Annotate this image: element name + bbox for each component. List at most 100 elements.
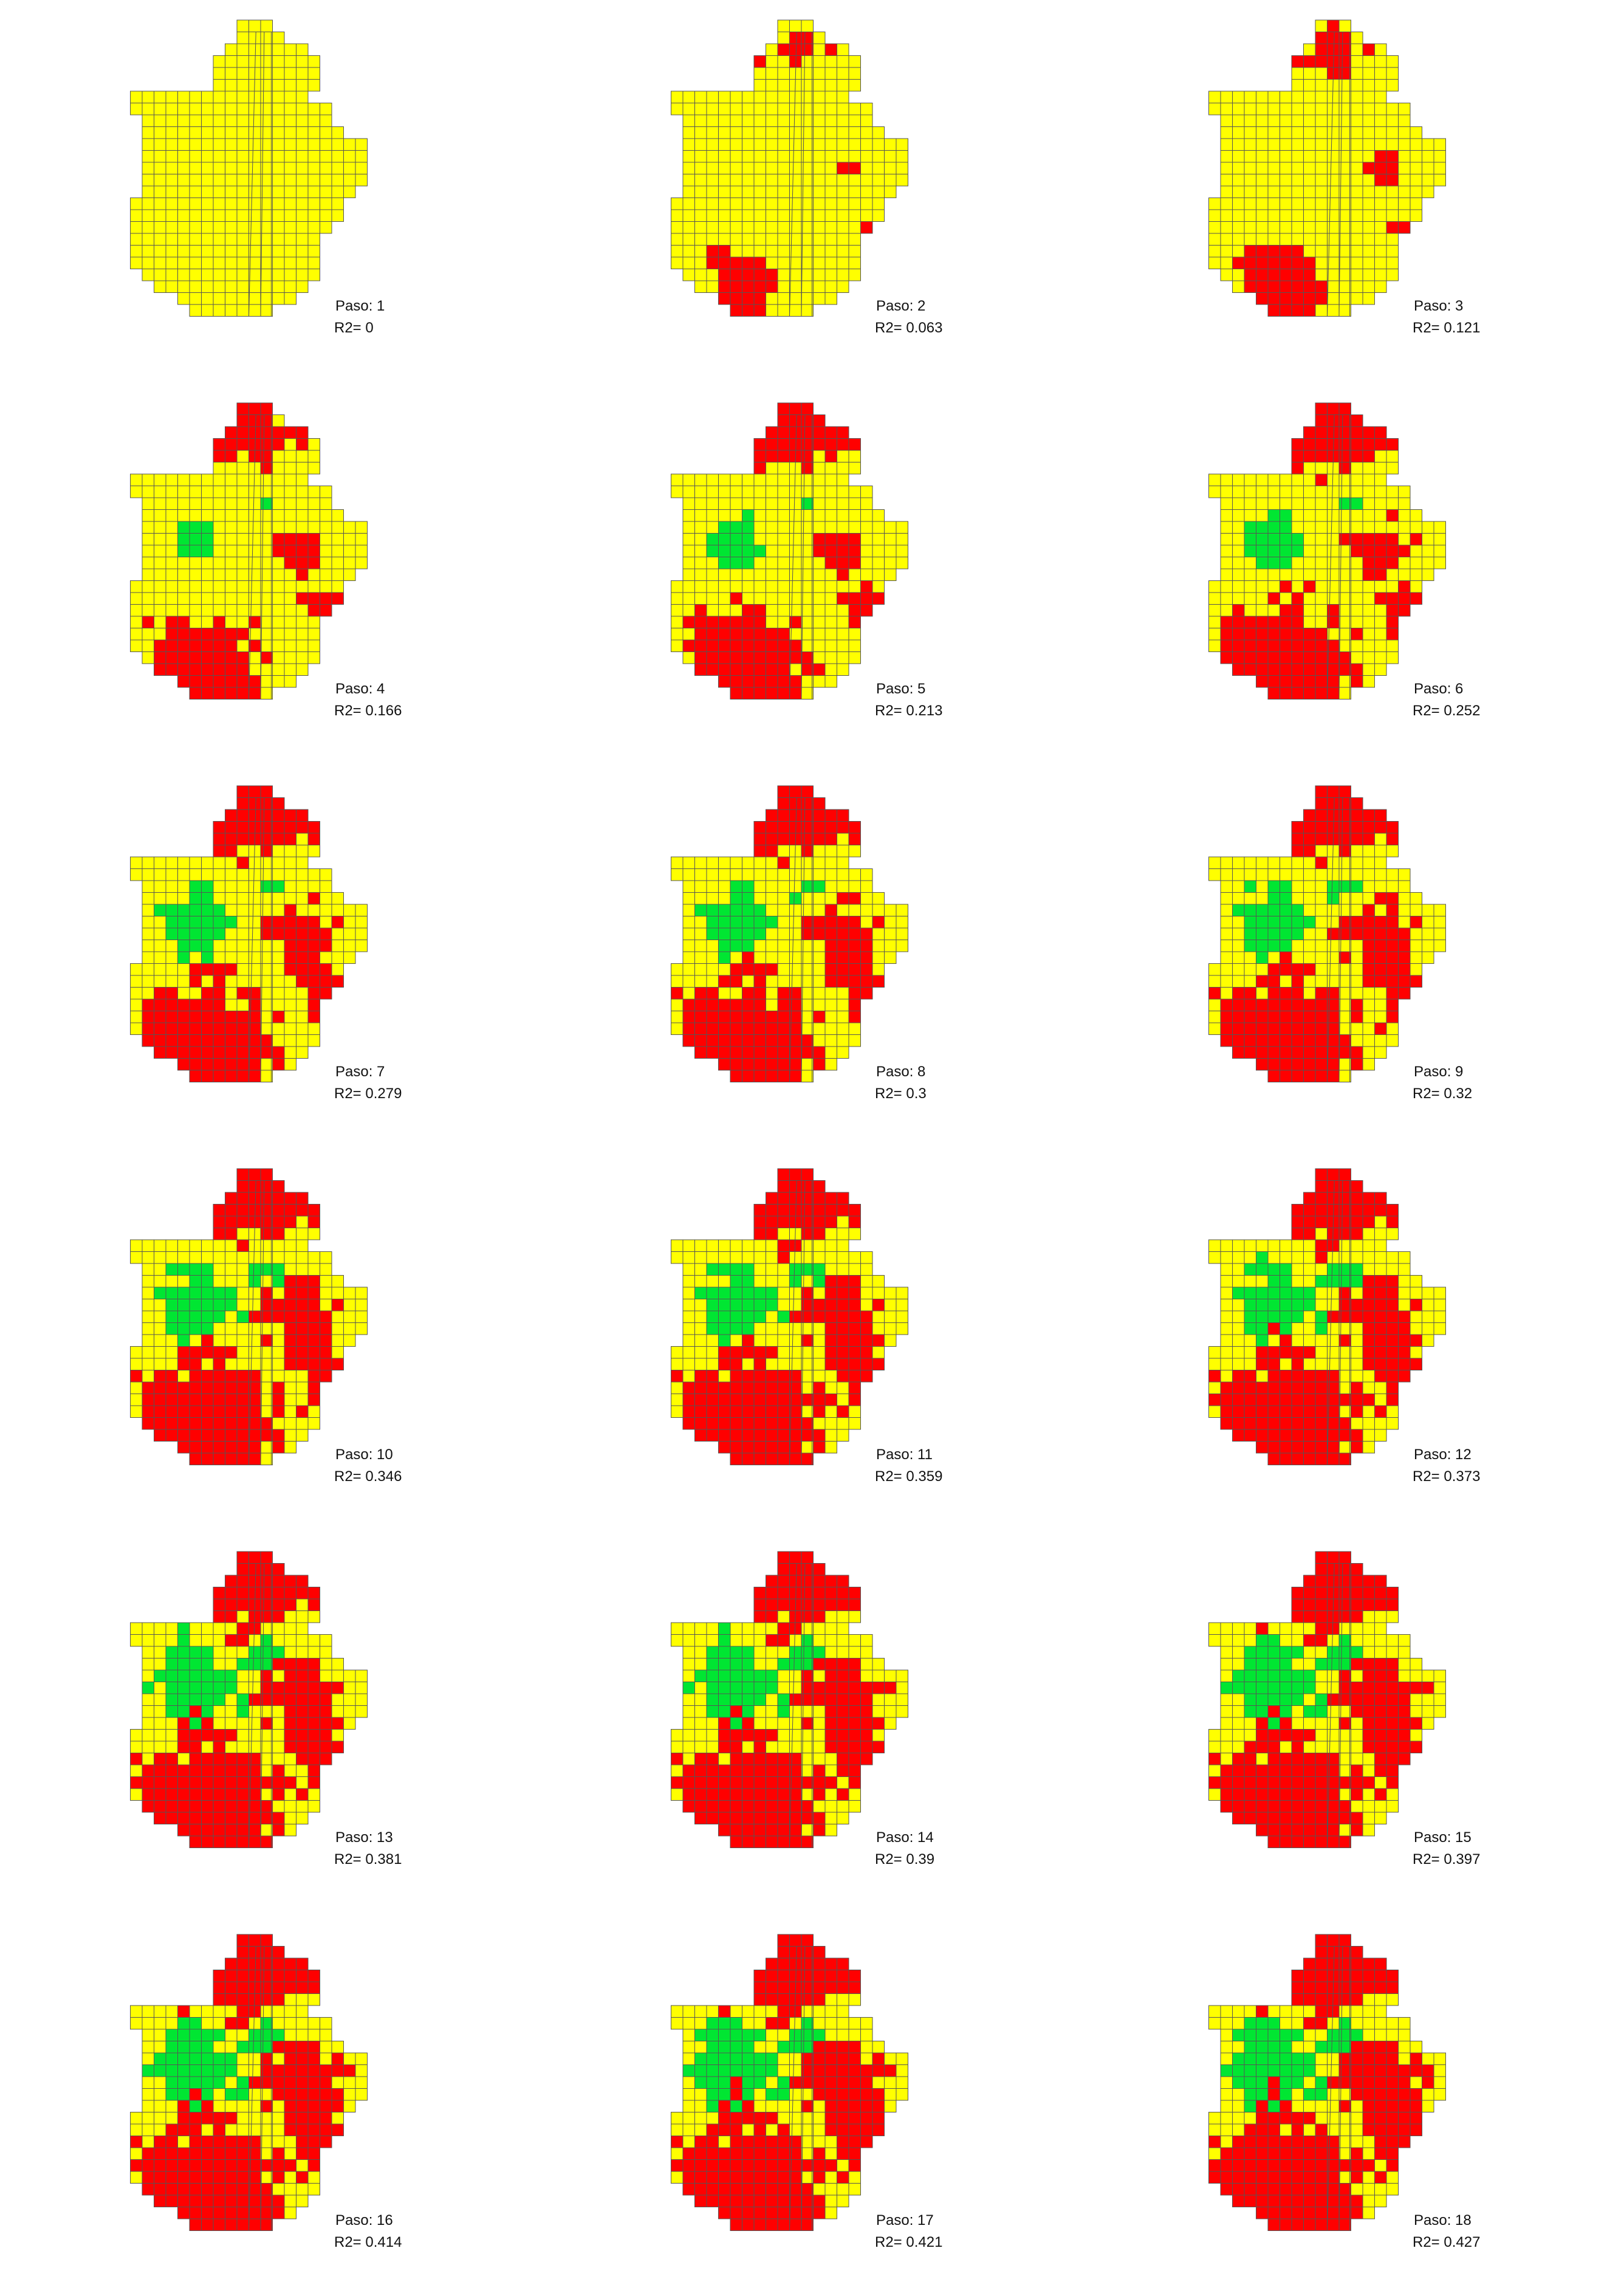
grid-cell-neutral <box>225 1623 238 1635</box>
grid-cell-positive <box>849 1777 861 1789</box>
grid-cell-neutral <box>814 1801 826 1813</box>
grid-cell-neutral <box>766 246 778 258</box>
grid-cell-positive <box>790 1311 802 1323</box>
grid-cell-positive <box>1315 1453 1328 1465</box>
grid-cell-neutral <box>249 545 261 557</box>
grid-cell-positive <box>237 1575 249 1587</box>
grid-cell-positive <box>178 640 190 652</box>
grid-cell-neutral <box>766 928 778 940</box>
grid-cell-neutral <box>778 115 790 127</box>
grid-cell-neutral <box>1315 210 1328 222</box>
grid-cell-neutral <box>837 999 849 1011</box>
grid-cell-neutral <box>296 1801 309 1813</box>
grid-cell-positive <box>284 1694 296 1706</box>
grid-cell-negative <box>178 1670 190 1682</box>
grid-cell-positive <box>166 1812 178 1824</box>
grid-cell-neutral <box>273 1023 285 1035</box>
grid-cell-positive <box>719 1717 731 1730</box>
grid-cell-neutral <box>778 462 790 475</box>
grid-cell-neutral <box>142 233 154 246</box>
grid-cell-neutral <box>237 486 249 498</box>
grid-cell-neutral <box>1386 257 1399 269</box>
grid-cell-neutral <box>1268 1252 1280 1264</box>
grid-cell-positive <box>719 999 731 1011</box>
grid-cell-neutral <box>261 1347 273 1359</box>
grid-cell-positive <box>202 676 214 688</box>
grid-cell-neutral <box>1375 1418 1387 1430</box>
grid-cell-positive <box>213 833 225 845</box>
grid-cell-positive <box>790 1812 802 1824</box>
grid-cell-positive <box>308 975 320 988</box>
grid-cell-neutral <box>671 103 684 115</box>
grid-cell-positive <box>1256 1382 1269 1394</box>
grid-cell-neutral <box>1256 893 1269 905</box>
grid-cell-neutral <box>778 1358 790 1370</box>
grid-cell-neutral <box>837 1623 849 1635</box>
grid-cell-positive <box>225 1059 238 1071</box>
grid-cell-neutral <box>249 162 261 174</box>
grid-cell-negative <box>790 1646 802 1658</box>
grid-cell-neutral <box>790 557 802 569</box>
grid-cell-neutral <box>837 186 849 198</box>
grid-cell-negative <box>1256 940 1269 952</box>
grid-cell-positive <box>861 1370 873 1383</box>
grid-cell-neutral <box>296 581 309 593</box>
grid-cell-positive <box>296 1311 309 1323</box>
grid-cell-neutral <box>332 964 344 976</box>
grid-cell-neutral <box>308 569 320 581</box>
grid-cell-neutral <box>825 1023 837 1035</box>
grid-cell-neutral <box>1375 581 1387 593</box>
grid-cell-neutral <box>202 510 214 522</box>
grid-cell-neutral <box>778 952 790 964</box>
grid-cell-neutral <box>1292 115 1304 127</box>
grid-cell-negative <box>766 1299 778 1311</box>
grid-cell-neutral <box>1233 593 1245 605</box>
grid-cell-neutral <box>719 186 731 198</box>
grid-cell-neutral <box>742 115 755 127</box>
grid-cell-negative <box>1280 545 1292 557</box>
grid-cell-neutral <box>1292 952 1304 964</box>
grid-cell-neutral <box>131 210 143 222</box>
grid-cell-positive <box>1233 628 1245 641</box>
grid-cell-neutral <box>237 246 249 258</box>
grid-cell-positive <box>1375 1276 1387 1288</box>
grid-cell-neutral <box>1434 1311 1446 1323</box>
grid-cell-positive <box>766 1347 778 1359</box>
grid-cell-positive <box>766 269 778 281</box>
grid-cell-positive <box>225 1442 238 1454</box>
grid-cell-neutral <box>284 1023 296 1035</box>
grid-cell-neutral <box>142 1323 154 1335</box>
grid-cell-neutral <box>261 964 273 976</box>
grid-cell-neutral <box>213 1646 225 1658</box>
grid-cell-positive <box>273 1789 285 1801</box>
grid-cell-neutral <box>213 593 225 605</box>
grid-cell-positive <box>273 1575 285 1587</box>
step-label: Paso: 7 <box>335 1065 385 1079</box>
grid-cell-neutral <box>225 1335 238 1347</box>
grid-cell-positive <box>273 1658 285 1671</box>
grid-cell-negative <box>178 1694 190 1706</box>
grid-cell-negative <box>766 1682 778 1694</box>
grid-cell-neutral <box>766 498 778 510</box>
grid-cell-positive <box>190 664 202 676</box>
grid-cell-neutral <box>754 581 766 593</box>
grid-cell-neutral <box>719 964 731 976</box>
grid-cell-neutral <box>190 210 202 222</box>
grid-cell-neutral <box>213 1635 225 1647</box>
grid-cell-neutral <box>1363 521 1375 534</box>
grid-cell-neutral <box>202 293 214 305</box>
grid-cell-neutral <box>861 1646 873 1658</box>
grid-cell-positive <box>142 1801 154 1813</box>
grid-cell-positive <box>249 1205 261 1217</box>
grid-cell-negative <box>202 1670 214 1682</box>
grid-cell-neutral <box>1328 151 1340 163</box>
grid-cell-neutral <box>754 115 766 127</box>
grid-cell-positive <box>249 1453 261 1465</box>
grid-cell-negative <box>1280 1311 1292 1323</box>
grid-cell-positive <box>1363 1299 1375 1311</box>
grid-cell-positive <box>719 293 731 305</box>
grid-cell-positive <box>849 1682 861 1694</box>
grid-cell-neutral <box>178 988 190 1000</box>
grid-cell-negative <box>190 881 202 893</box>
grid-cell-positive <box>778 857 790 869</box>
